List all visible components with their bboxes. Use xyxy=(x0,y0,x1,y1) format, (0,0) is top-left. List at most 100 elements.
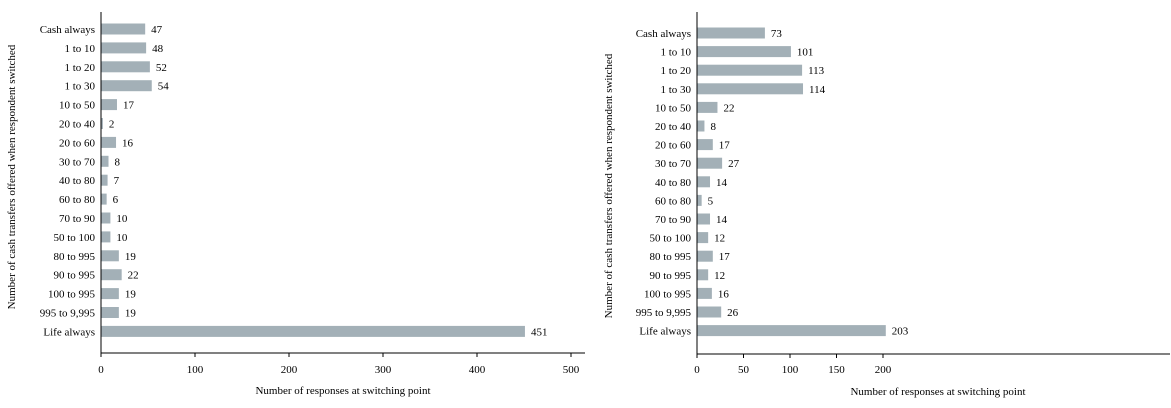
data-label: 14 xyxy=(716,214,728,226)
data-label: 52 xyxy=(156,62,167,74)
data-label: 73 xyxy=(771,28,783,40)
bar xyxy=(697,269,709,281)
data-label: 14 xyxy=(716,177,728,189)
data-label: 114 xyxy=(809,84,826,96)
category-label: 100 to 995 xyxy=(644,288,692,300)
category-label: 20 to 40 xyxy=(59,119,96,131)
data-label: 451 xyxy=(531,326,548,338)
data-label: 47 xyxy=(151,24,163,36)
data-label: 10 xyxy=(116,232,128,244)
category-label: 90 to 995 xyxy=(53,270,95,282)
data-label: 101 xyxy=(797,47,814,59)
bar xyxy=(697,27,765,39)
category-label: 50 to 100 xyxy=(53,232,95,244)
category-label: 90 to 995 xyxy=(649,270,691,282)
data-label: 6 xyxy=(113,194,119,206)
bar xyxy=(697,46,791,58)
bar xyxy=(101,118,103,129)
category-label: 995 to 9,995 xyxy=(40,308,96,320)
data-label: 22 xyxy=(723,102,734,114)
bar xyxy=(101,174,108,186)
category-label: 80 to 995 xyxy=(53,251,95,263)
bar xyxy=(697,232,709,244)
category-label: 100 to 995 xyxy=(48,289,96,301)
bar xyxy=(101,80,152,92)
bar xyxy=(101,193,107,205)
bar xyxy=(697,250,713,262)
data-label: 7 xyxy=(114,175,120,187)
x-tick-label: 100 xyxy=(187,364,204,376)
x-tick-label: 500 xyxy=(563,364,580,376)
data-label: 19 xyxy=(125,289,137,301)
data-label: 8 xyxy=(115,156,121,168)
x-axis-title: Number of responses at switching point xyxy=(850,386,1025,398)
category-label: 60 to 80 xyxy=(655,195,692,207)
x-tick-label: 100 xyxy=(782,364,799,376)
data-label: 203 xyxy=(892,326,909,338)
x-tick-label: 200 xyxy=(281,364,298,376)
bar xyxy=(697,83,804,95)
category-label: Life always xyxy=(43,326,95,338)
data-label: 17 xyxy=(719,251,731,263)
bar xyxy=(697,287,712,299)
bar xyxy=(697,306,722,318)
x-tick-label: 150 xyxy=(828,364,845,376)
bar xyxy=(101,325,525,337)
category-label: 20 to 40 xyxy=(655,121,692,133)
category-label: 1 to 30 xyxy=(660,84,691,96)
data-label: 10 xyxy=(116,213,128,225)
x-axis-title: Number of responses at switching point xyxy=(255,385,430,397)
category-label: 1 to 20 xyxy=(660,65,691,77)
category-label: 50 to 100 xyxy=(649,233,691,245)
data-label: 54 xyxy=(158,81,170,93)
data-label: 8 xyxy=(710,121,716,133)
data-label: 19 xyxy=(125,308,137,320)
bar xyxy=(697,213,711,225)
data-label: 12 xyxy=(714,270,725,282)
bar xyxy=(101,250,119,262)
bar xyxy=(101,23,146,35)
category-label: 995 to 9,995 xyxy=(636,307,692,319)
bar xyxy=(697,64,803,76)
category-label: 70 to 90 xyxy=(655,214,692,226)
bar xyxy=(101,42,147,54)
bar xyxy=(101,269,122,281)
data-label: 2 xyxy=(109,119,115,131)
category-label: 1 to 20 xyxy=(64,62,95,74)
bar xyxy=(101,231,111,243)
y-axis-title: Number of cash transfers offered when re… xyxy=(6,44,18,309)
category-label: 80 to 995 xyxy=(649,251,691,263)
bar xyxy=(101,212,111,224)
category-label: 40 to 80 xyxy=(655,177,692,189)
x-tick-label: 0 xyxy=(98,364,104,376)
data-label: 17 xyxy=(719,140,731,152)
category-label: 30 to 70 xyxy=(59,156,96,168)
bar xyxy=(101,61,150,73)
data-label: 17 xyxy=(123,100,135,112)
data-label: 12 xyxy=(714,233,725,245)
category-label: 70 to 90 xyxy=(59,213,96,225)
category-label: 10 to 50 xyxy=(655,102,692,114)
category-label: 40 to 80 xyxy=(59,175,96,187)
chart-2: Cash always 73 1 to 10 101 1 to 20 113 1 to 30… xyxy=(603,12,1170,398)
category-label: 20 to 60 xyxy=(59,137,96,149)
category-label: Cash always xyxy=(636,28,691,40)
category-label: 1 to 10 xyxy=(64,43,95,55)
x-tick-label: 0 xyxy=(694,364,700,376)
bar xyxy=(697,120,705,132)
category-label: Life always xyxy=(639,326,691,338)
data-label: 22 xyxy=(128,270,139,282)
bar xyxy=(697,157,723,169)
data-label: 19 xyxy=(125,251,137,263)
x-tick-label: 300 xyxy=(375,364,392,376)
chart-1: Cash always 47 1 to 10 48 1 to 20 52 1 to 30 54… xyxy=(6,12,585,397)
bar xyxy=(101,288,119,300)
bar xyxy=(697,139,713,151)
y-axis-title: Number of cash transfers offered when re… xyxy=(603,53,615,318)
data-label: 48 xyxy=(152,43,164,55)
bar xyxy=(697,325,886,337)
bar xyxy=(101,136,117,148)
data-label: 16 xyxy=(122,137,134,149)
